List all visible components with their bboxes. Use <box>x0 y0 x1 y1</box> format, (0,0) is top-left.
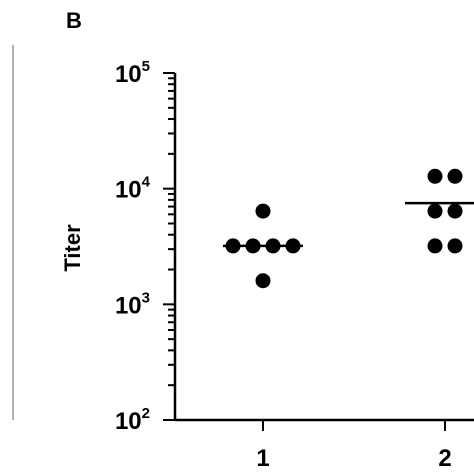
data-point <box>265 238 281 254</box>
data-point <box>285 238 301 254</box>
x-tick-label: 2 <box>438 445 451 472</box>
y-tick-base: 10 <box>115 61 142 88</box>
y-tick-exponent: 4 <box>142 174 151 191</box>
y-tick-label: 103 <box>115 289 150 319</box>
y-tick-base: 10 <box>115 408 142 435</box>
data-point <box>245 238 261 254</box>
y-tick-base: 10 <box>115 292 142 319</box>
data-point <box>427 168 443 184</box>
y-tick-label: 102 <box>115 405 150 435</box>
x-tick-label: 1 <box>256 445 269 472</box>
y-tick-exponent: 3 <box>142 289 150 306</box>
y-tick-base: 10 <box>115 177 142 204</box>
y-axis-label: Titer <box>60 224 85 272</box>
data-point <box>225 238 241 254</box>
data-points <box>225 168 463 289</box>
data-point <box>447 203 463 219</box>
y-tick-label: 104 <box>115 174 151 204</box>
x-axis <box>175 418 474 431</box>
y-tick-exponent: 5 <box>142 58 150 75</box>
y-tick-exponent: 2 <box>142 405 150 422</box>
y-axis <box>163 72 177 421</box>
data-point <box>427 238 443 254</box>
data-point <box>255 203 271 219</box>
data-point <box>447 238 463 254</box>
data-point <box>255 273 271 289</box>
data-point <box>427 203 443 219</box>
y-tick-label: 105 <box>115 58 150 88</box>
panel-label: B <box>66 8 82 33</box>
data-point <box>447 168 463 184</box>
